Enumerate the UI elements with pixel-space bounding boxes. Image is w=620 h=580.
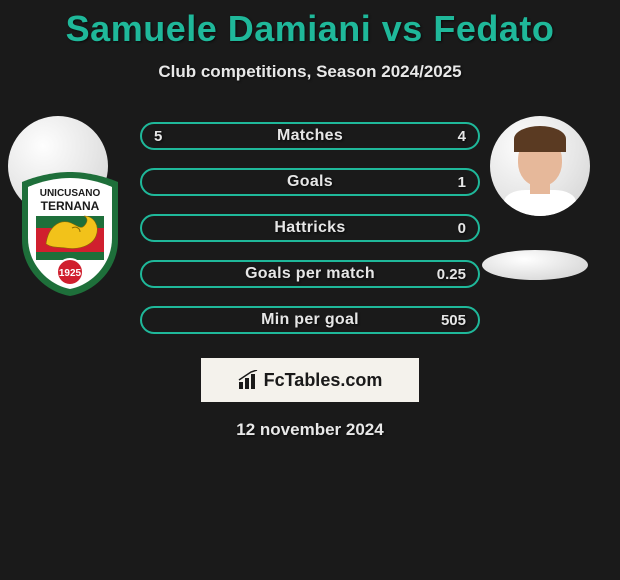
stat-value-right: 4 <box>458 124 466 148</box>
subtitle: Club competitions, Season 2024/2025 <box>0 62 620 82</box>
stat-row: Hattricks0 <box>140 214 480 242</box>
stat-row: Min per goal505 <box>140 306 480 334</box>
club-crest-left: UNICUSANO TERNANA 1925 <box>18 170 122 298</box>
club-crest-right-placeholder <box>482 250 588 280</box>
brand-text: FcTables.com <box>264 370 383 391</box>
stat-label: Matches <box>142 124 478 148</box>
stat-label: Goals <box>142 170 478 194</box>
stat-label: Goals per match <box>142 262 478 286</box>
stat-value-right: 0.25 <box>437 262 466 286</box>
avatar-hair <box>514 126 566 152</box>
svg-text:UNICUSANO: UNICUSANO <box>40 188 101 199</box>
stat-row: Goals per match0.25 <box>140 260 480 288</box>
comparison-infographic: Samuele Damiani vs Fedato Club competiti… <box>0 0 620 580</box>
bar-chart-icon <box>238 370 260 390</box>
stat-value-right: 1 <box>458 170 466 194</box>
stat-value-right: 0 <box>458 216 466 240</box>
stat-row: Matches5 4 <box>140 122 480 150</box>
brand-box: FcTables.com <box>201 358 419 402</box>
stat-value-left: 5 <box>154 124 162 148</box>
player-right-avatar <box>490 116 590 216</box>
stat-label: Hattricks <box>142 216 478 240</box>
svg-text:1925: 1925 <box>59 268 82 279</box>
svg-text:TERNANA: TERNANA <box>41 199 100 213</box>
stat-row: Goals1 <box>140 168 480 196</box>
date-text: 12 november 2024 <box>0 420 620 440</box>
ternana-crest-icon: UNICUSANO TERNANA 1925 <box>18 170 122 298</box>
stat-rows: Matches5 4 Goals1 Hattricks0 Goals per match… <box>140 122 480 352</box>
page-title: Samuele Damiani vs Fedato <box>0 8 620 50</box>
comparison-area: UNICUSANO TERNANA 1925 <box>0 110 620 340</box>
stat-label: Min per goal <box>142 308 478 332</box>
stat-value-right: 505 <box>441 308 466 332</box>
